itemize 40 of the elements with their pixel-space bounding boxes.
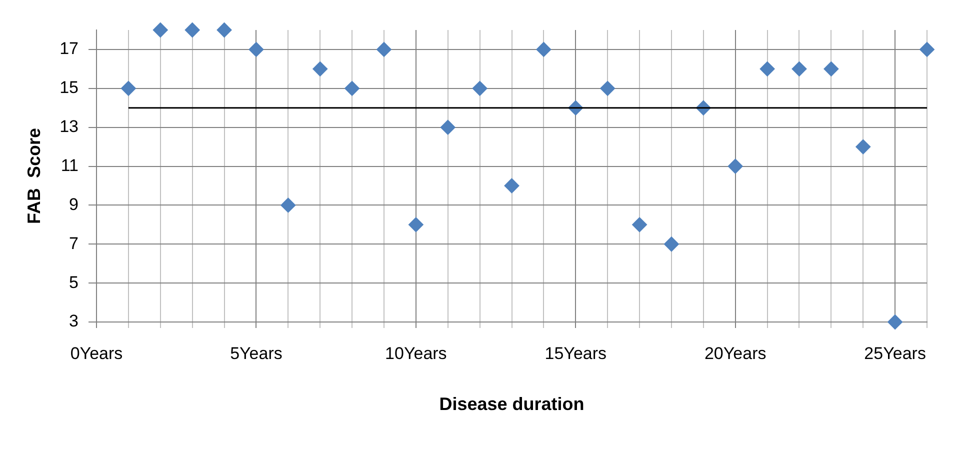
point: [536, 42, 552, 57]
x-tick-label: 5Years: [230, 344, 282, 363]
point: [312, 61, 328, 76]
x-tick-label: 25Years: [864, 344, 926, 363]
point: [664, 236, 679, 252]
x-tick-label: 15Years: [544, 344, 607, 363]
point: [152, 22, 168, 38]
y-tick-label: 13: [60, 117, 79, 136]
y-tick-label: 15: [60, 78, 79, 98]
x-tick-label: 0Years: [70, 344, 123, 363]
x-tick-label: 10Years: [385, 344, 447, 363]
point: [728, 158, 743, 174]
point: [376, 42, 392, 57]
point: [440, 120, 456, 135]
point: [888, 314, 903, 330]
point: [856, 139, 871, 154]
point: [600, 80, 616, 96]
point: [280, 198, 296, 213]
point: [920, 42, 934, 57]
point: [472, 80, 488, 96]
point: [792, 61, 807, 76]
y-tick-label: 17: [60, 39, 79, 58]
point: [120, 80, 136, 96]
x-axis-title: Disease duration: [439, 394, 584, 414]
point: [760, 61, 775, 76]
point: [824, 61, 839, 76]
point: [216, 22, 232, 38]
y-tick-label: 11: [60, 156, 79, 175]
x-tick-label: 20Years: [704, 344, 766, 363]
y-tick-label: 3: [69, 312, 79, 331]
point: [248, 42, 264, 57]
y-tick-label: 9: [69, 194, 79, 214]
point: [632, 217, 648, 232]
point: [504, 178, 520, 194]
point: [344, 80, 360, 96]
y-axis-title: FAB Score: [24, 128, 44, 224]
y-tick-label: 7: [69, 234, 79, 253]
point: [408, 217, 424, 232]
y-tick-label: 5: [69, 272, 79, 292]
point: [184, 22, 200, 38]
